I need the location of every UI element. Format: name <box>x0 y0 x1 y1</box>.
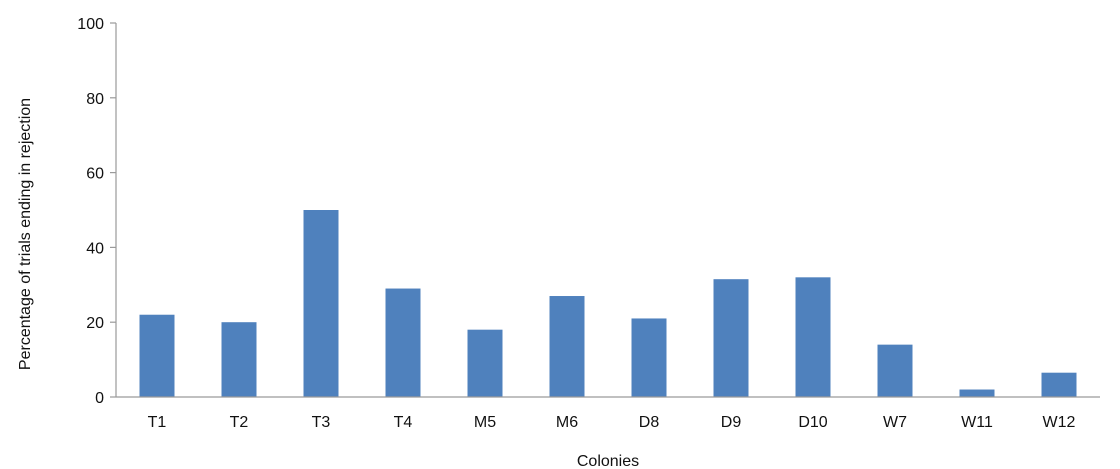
x-axis-title: Colonies <box>577 453 639 469</box>
y-axis-title: Percentage of trials ending in rejection <box>17 98 34 370</box>
x-axis-ticks: T1 T2 T3 T4 M5 M6 D8 D9 D10 W7 W11 W12 <box>148 414 1076 431</box>
x-tick-label: M5 <box>474 414 496 431</box>
bar-w11 <box>959 389 995 397</box>
bar-t4 <box>385 288 421 397</box>
x-tick-label: T2 <box>230 414 249 431</box>
bar-w7 <box>877 344 913 397</box>
x-tick-label: M6 <box>556 414 578 431</box>
bar-m5 <box>467 329 503 397</box>
bar-d9 <box>713 279 749 397</box>
x-tick-label: T1 <box>148 414 167 431</box>
bar-t1 <box>139 314 175 397</box>
y-tick-label: 60 <box>86 166 104 183</box>
y-tick-label: 100 <box>77 16 104 33</box>
bar-d8 <box>631 318 667 397</box>
x-tick-label: W12 <box>1043 414 1076 431</box>
x-tick-label: D10 <box>798 414 827 431</box>
y-tick-label: 0 <box>95 390 104 407</box>
y-tick-label: 20 <box>86 315 104 332</box>
x-tick-label: D8 <box>639 414 660 431</box>
bar-w12 <box>1041 372 1077 397</box>
y-axis-ticks: 0 20 40 60 80 100 <box>77 16 116 407</box>
y-tick-label: 80 <box>86 91 104 108</box>
bar-m6 <box>549 296 585 397</box>
x-tick-label: T4 <box>394 414 413 431</box>
x-tick-label: D9 <box>721 414 742 431</box>
x-tick-label: W11 <box>961 414 993 431</box>
bar-t3 <box>303 210 339 397</box>
x-tick-label: T3 <box>312 414 331 431</box>
x-tick-label: W7 <box>883 414 907 431</box>
bar-t2 <box>221 322 257 397</box>
bar-d10 <box>795 277 831 397</box>
bars <box>139 210 1077 397</box>
y-tick-label: 40 <box>86 240 104 257</box>
